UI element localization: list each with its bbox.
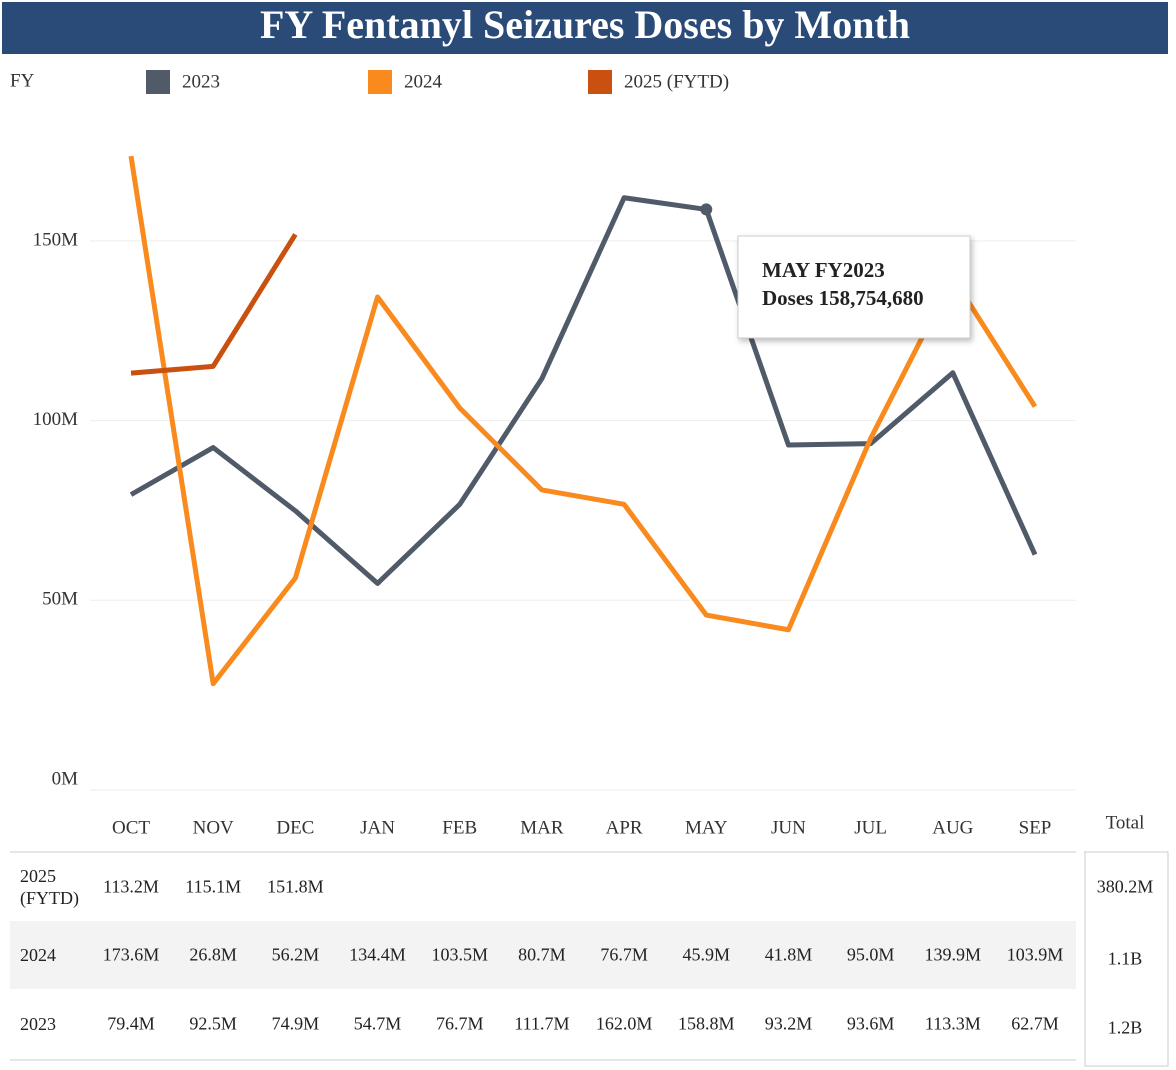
legend-swatch — [588, 70, 612, 94]
table-cell: 103.5M — [431, 944, 488, 965]
legend-swatch — [146, 70, 170, 94]
y-tick-label: 100M — [33, 409, 79, 430]
table-cell: 134.4M — [349, 944, 406, 965]
tooltip-box — [737, 235, 971, 339]
total-cell: 380.2M — [1096, 876, 1154, 897]
table-cell: 26.8M — [189, 944, 237, 965]
table-cell: 74.9M — [271, 1013, 320, 1034]
x-tick-label: MAY — [685, 817, 728, 838]
legend-label: 2024 — [404, 71, 443, 92]
table-cell: 79.4M — [107, 1013, 155, 1034]
x-tick-label: OCT — [112, 817, 150, 838]
y-tick-label: 50M — [42, 589, 78, 610]
table-cell: 113.3M — [924, 1013, 981, 1034]
x-tick-label: JAN — [360, 817, 395, 838]
table-cell: 92.5M — [189, 1013, 237, 1034]
table-cell: 93.2M — [764, 1013, 813, 1034]
legend-title: FY — [10, 70, 35, 91]
row-label: 2025 (FYTD) — [20, 866, 79, 908]
table-cell: 54.7M — [353, 1013, 402, 1034]
series-line — [129, 195, 1038, 586]
legend-swatch — [368, 70, 392, 94]
x-tick-label: FEB — [442, 817, 477, 838]
x-tick-label: AUG — [932, 817, 973, 838]
table-cell: 62.7M — [1011, 1013, 1059, 1034]
series-line — [130, 233, 298, 376]
row-label: 2024 — [20, 945, 56, 965]
legend-label: 2023 — [182, 71, 220, 92]
x-tick-label: JUN — [771, 817, 806, 838]
table-cell: 76.7M — [600, 944, 648, 965]
x-tick-label: APR — [606, 817, 643, 838]
table-cell: 158.8M — [678, 1013, 735, 1034]
y-tick-label: 150M — [33, 229, 79, 250]
table-cell: 45.9M — [682, 944, 731, 965]
total-cell: 1.1B — [1107, 948, 1143, 969]
table-cell: 76.7M — [435, 1013, 484, 1034]
total-cell: 1.2B — [1107, 1017, 1143, 1038]
total-header: Total — [1106, 812, 1145, 833]
x-tick-label: SEP — [1019, 817, 1052, 838]
chart-title: FY Fentanyl Seizures Doses by Month — [260, 2, 910, 47]
table-cell: 113.2M — [103, 876, 159, 897]
table-cell: 111.7M — [514, 1013, 570, 1034]
series-line — [128, 155, 1038, 687]
table-cell: 56.2M — [271, 944, 320, 965]
tooltip-text: Doses 158,754,680 — [762, 286, 924, 310]
row-label: 2023 — [20, 1014, 56, 1034]
y-tick-label: 0M — [52, 768, 79, 789]
table-cell: 115.1M — [185, 876, 242, 897]
total-box — [1084, 851, 1169, 1067]
x-tick-label: MAR — [520, 817, 564, 838]
x-tick-label: DEC — [276, 817, 314, 838]
tooltip-title: MAY FY2023 — [762, 258, 885, 282]
legend-label: 2025 (FYTD) — [624, 71, 729, 92]
x-tick-label: NOV — [193, 817, 234, 838]
table-cell: 151.8M — [267, 876, 324, 897]
table-cell: 93.6M — [846, 1013, 895, 1034]
table-cell: 80.7M — [518, 944, 566, 965]
table-cell: 173.6M — [102, 944, 160, 965]
table-cell: 103.9M — [1006, 944, 1064, 965]
x-tick-label: JUL — [854, 817, 887, 838]
hover-point — [700, 203, 713, 216]
title-bar — [2, 2, 1168, 54]
table-cell: 41.8M — [764, 944, 813, 965]
row-band — [10, 921, 1076, 989]
table-cell: 162.0M — [595, 1013, 653, 1034]
table-cell: 95.0M — [846, 944, 895, 965]
table-cell: 139.9M — [924, 944, 982, 965]
